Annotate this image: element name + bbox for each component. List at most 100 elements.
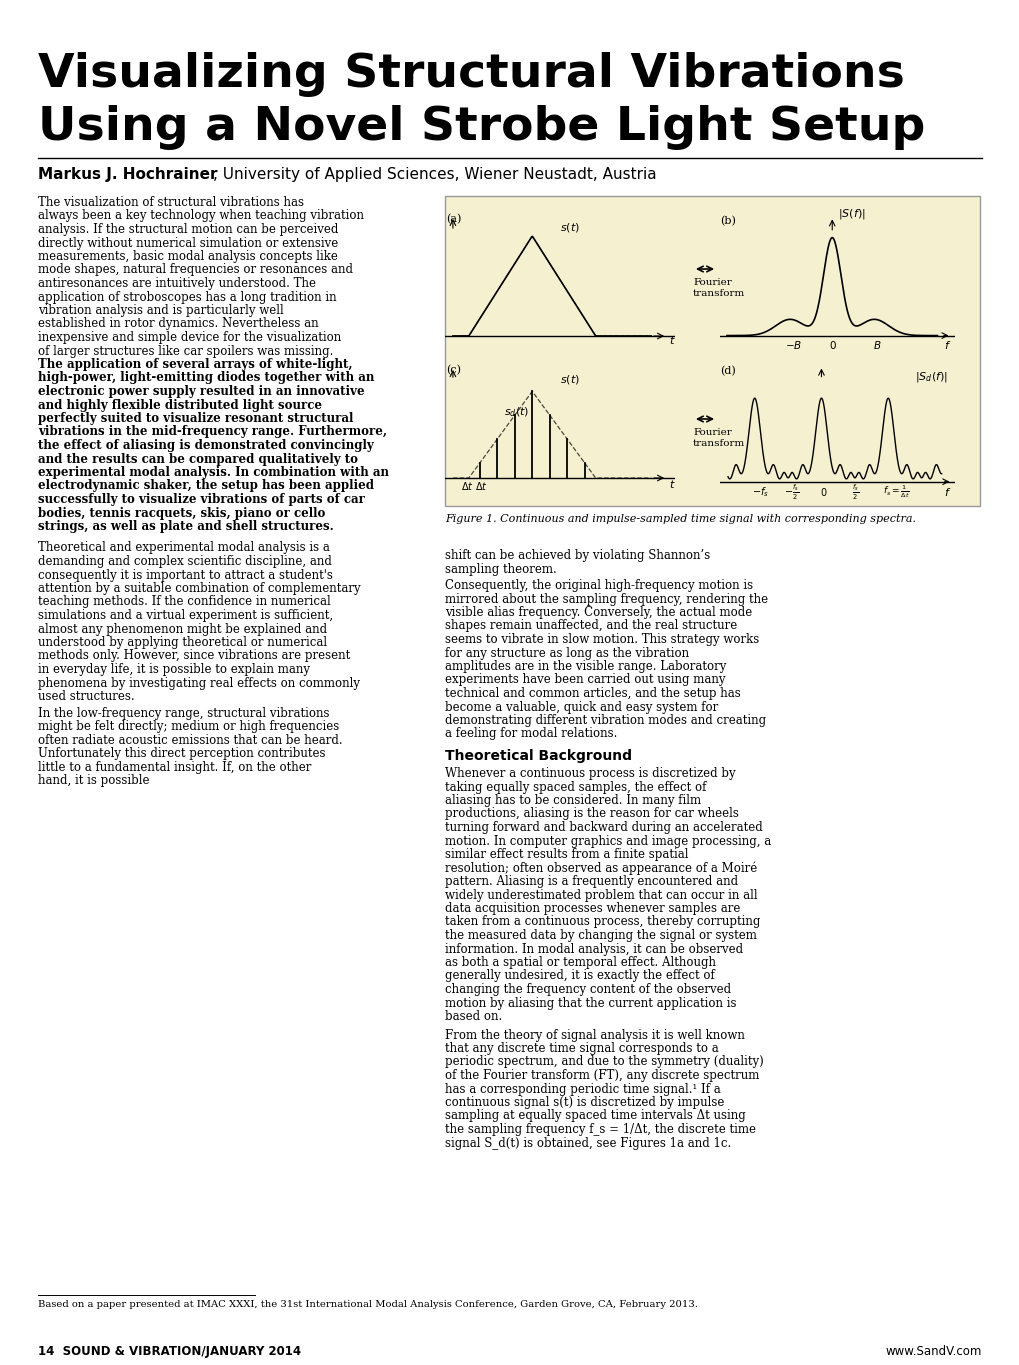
Text: for any structure as long as the vibration: for any structure as long as the vibrati… bbox=[444, 647, 689, 659]
Text: $\frac{f_s}{2}$: $\frac{f_s}{2}$ bbox=[851, 482, 858, 501]
Text: always been a key technology when teaching vibration: always been a key technology when teachi… bbox=[38, 209, 364, 222]
Text: shapes remain unaffected, and the real structure: shapes remain unaffected, and the real s… bbox=[444, 620, 737, 632]
Text: aliasing has to be considered. In many film: aliasing has to be considered. In many f… bbox=[444, 794, 700, 807]
Text: (d): (d) bbox=[719, 366, 735, 375]
Text: a feeling for modal relations.: a feeling for modal relations. bbox=[444, 728, 616, 740]
Text: (b): (b) bbox=[719, 217, 735, 227]
Text: high-power, light-emitting diodes together with an: high-power, light-emitting diodes togeth… bbox=[38, 371, 374, 385]
Text: resolution; often observed as appearance of a Moiré: resolution; often observed as appearance… bbox=[444, 861, 756, 875]
Text: (a): (a) bbox=[446, 214, 462, 224]
Text: experiments have been carried out using many: experiments have been carried out using … bbox=[444, 673, 725, 687]
Text: and highly flexible distributed light source: and highly flexible distributed light so… bbox=[38, 399, 322, 411]
Text: $\Delta t$: $\Delta t$ bbox=[461, 480, 473, 493]
Text: as both a spatial or temporal effect. Although: as both a spatial or temporal effect. Al… bbox=[444, 955, 715, 969]
Text: successfully to visualize vibrations of parts of car: successfully to visualize vibrations of … bbox=[38, 493, 365, 506]
Text: widely underestimated problem that can occur in all: widely underestimated problem that can o… bbox=[444, 889, 757, 901]
Text: transform: transform bbox=[692, 440, 745, 448]
Text: transform: transform bbox=[692, 289, 745, 298]
Text: Consequently, the original high-frequency motion is: Consequently, the original high-frequenc… bbox=[444, 579, 752, 592]
Text: used structures.: used structures. bbox=[38, 689, 135, 703]
Text: the sampling frequency f_s = 1/Δt, the discrete time: the sampling frequency f_s = 1/Δt, the d… bbox=[444, 1123, 755, 1136]
Text: $|S_d(f)|$: $|S_d(f)|$ bbox=[914, 370, 947, 384]
Text: $f$: $f$ bbox=[944, 339, 951, 351]
Text: in everyday life, it is possible to explain many: in everyday life, it is possible to expl… bbox=[38, 663, 310, 676]
Text: productions, aliasing is the reason for car wheels: productions, aliasing is the reason for … bbox=[444, 808, 738, 820]
Text: experimental modal analysis. In combination with an: experimental modal analysis. In combinat… bbox=[38, 465, 388, 479]
Text: antiresonances are intuitively understood. The: antiresonances are intuitively understoo… bbox=[38, 277, 316, 289]
Text: inexpensive and simple device for the visualization: inexpensive and simple device for the vi… bbox=[38, 330, 341, 344]
Text: 14  SOUND & VIBRATION/JANUARY 2014: 14 SOUND & VIBRATION/JANUARY 2014 bbox=[38, 1345, 301, 1358]
Text: might be felt directly; medium or high frequencies: might be felt directly; medium or high f… bbox=[38, 719, 339, 733]
Text: established in rotor dynamics. Nevertheless an: established in rotor dynamics. Neverthel… bbox=[38, 318, 318, 330]
Text: $-\frac{f_s}{2}$: $-\frac{f_s}{2}$ bbox=[784, 482, 799, 501]
Text: taken from a continuous process, thereby corrupting: taken from a continuous process, thereby… bbox=[444, 916, 759, 928]
Text: technical and common articles, and the setup has: technical and common articles, and the s… bbox=[444, 687, 740, 700]
Text: pattern. Aliasing is a frequently encountered and: pattern. Aliasing is a frequently encoun… bbox=[444, 875, 738, 889]
Text: consequently it is important to attract a student's: consequently it is important to attract … bbox=[38, 568, 332, 581]
Text: $-f_s$: $-f_s$ bbox=[751, 486, 768, 500]
Text: data acquisition processes whenever samples are: data acquisition processes whenever samp… bbox=[444, 902, 740, 915]
Text: shift can be achieved by violating Shannon’s: shift can be achieved by violating Shann… bbox=[444, 549, 709, 562]
Text: has a corresponding periodic time signal.¹ If a: has a corresponding periodic time signal… bbox=[444, 1082, 720, 1096]
Text: attention by a suitable combination of complementary: attention by a suitable combination of c… bbox=[38, 581, 361, 595]
Text: Markus J. Hochrainer: Markus J. Hochrainer bbox=[38, 167, 217, 182]
Text: $f$: $f$ bbox=[944, 486, 951, 498]
Text: (c): (c) bbox=[446, 366, 462, 375]
Text: electronic power supply resulted in an innovative: electronic power supply resulted in an i… bbox=[38, 385, 364, 399]
Text: $|S(f)|$: $|S(f)|$ bbox=[837, 207, 864, 221]
Text: $s(t)$: $s(t)$ bbox=[559, 221, 580, 235]
Text: strings, as well as plate and shell structures.: strings, as well as plate and shell stru… bbox=[38, 520, 333, 532]
Text: amplitudes are in the visible range. Laboratory: amplitudes are in the visible range. Lab… bbox=[444, 661, 726, 673]
Text: demonstrating different vibration modes and creating: demonstrating different vibration modes … bbox=[444, 714, 765, 728]
Text: From the theory of signal analysis it is well known: From the theory of signal analysis it is… bbox=[444, 1028, 744, 1041]
Text: information. In modal analysis, it can be observed: information. In modal analysis, it can b… bbox=[444, 942, 743, 955]
Text: motion. In computer graphics and image processing, a: motion. In computer graphics and image p… bbox=[444, 834, 770, 848]
Text: periodic spectrum, and due to the symmetry (duality): periodic spectrum, and due to the symmet… bbox=[444, 1055, 763, 1069]
Text: Fourier: Fourier bbox=[692, 278, 731, 287]
Text: visible alias frequency. Conversely, the actual mode: visible alias frequency. Conversely, the… bbox=[444, 606, 752, 618]
Text: The application of several arrays of white-light,: The application of several arrays of whi… bbox=[38, 358, 353, 371]
Text: the effect of aliasing is demonstrated convincingly: the effect of aliasing is demonstrated c… bbox=[38, 440, 373, 452]
Text: signal S_d(t) is obtained, see Figures 1a and 1c.: signal S_d(t) is obtained, see Figures 1… bbox=[444, 1137, 731, 1149]
Text: $t$: $t$ bbox=[668, 478, 675, 490]
Text: changing the frequency content of the observed: changing the frequency content of the ob… bbox=[444, 983, 731, 996]
Text: phenomena by investigating real effects on commonly: phenomena by investigating real effects … bbox=[38, 677, 360, 689]
Text: $0$: $0$ bbox=[819, 486, 826, 498]
Text: vibration analysis and is particularly well: vibration analysis and is particularly w… bbox=[38, 304, 283, 317]
Text: often radiate acoustic emissions that can be heard.: often radiate acoustic emissions that ca… bbox=[38, 733, 342, 747]
Text: $B$: $B$ bbox=[871, 339, 880, 351]
Text: sampling at equally spaced time intervals Δt using: sampling at equally spaced time interval… bbox=[444, 1110, 745, 1122]
Text: Fourier: Fourier bbox=[692, 429, 731, 437]
Text: generally undesired, it is exactly the effect of: generally undesired, it is exactly the e… bbox=[444, 969, 714, 983]
Text: of larger structures like car spoilers was missing.: of larger structures like car spoilers w… bbox=[38, 344, 333, 358]
Text: $f_s{=}\frac{1}{\Delta t}$: $f_s{=}\frac{1}{\Delta t}$ bbox=[882, 483, 909, 500]
Text: measurements, basic modal analysis concepts like: measurements, basic modal analysis conce… bbox=[38, 250, 337, 263]
Text: vibrations in the mid-frequency range. Furthermore,: vibrations in the mid-frequency range. F… bbox=[38, 426, 386, 438]
Text: become a valuable, quick and easy system for: become a valuable, quick and easy system… bbox=[444, 700, 717, 714]
Text: demanding and complex scientific discipline, and: demanding and complex scientific discipl… bbox=[38, 556, 331, 568]
Text: continuous signal s(t) is discretized by impulse: continuous signal s(t) is discretized by… bbox=[444, 1096, 723, 1108]
Text: sampling theorem.: sampling theorem. bbox=[444, 562, 556, 576]
Text: www.SandV.com: www.SandV.com bbox=[884, 1345, 981, 1358]
Text: Theoretical and experimental modal analysis is a: Theoretical and experimental modal analy… bbox=[38, 542, 329, 554]
Text: , University of Applied Sciences, Wiener Neustadt, Austria: , University of Applied Sciences, Wiener… bbox=[213, 167, 656, 182]
Text: teaching methods. If the confidence in numerical: teaching methods. If the confidence in n… bbox=[38, 595, 330, 609]
Text: simulations and a virtual experiment is sufficient,: simulations and a virtual experiment is … bbox=[38, 609, 333, 622]
Text: Using a Novel Strobe Light Setup: Using a Novel Strobe Light Setup bbox=[38, 105, 924, 150]
Text: little to a fundamental insight. If, on the other: little to a fundamental insight. If, on … bbox=[38, 760, 311, 774]
Text: In the low-frequency range, structural vibrations: In the low-frequency range, structural v… bbox=[38, 707, 329, 719]
Text: directly without numerical simulation or extensive: directly without numerical simulation or… bbox=[38, 236, 338, 250]
Text: $s_d(t)$: $s_d(t)$ bbox=[504, 405, 529, 419]
Text: Based on a paper presented at IMAC XXXI, the 31st International Modal Analysis C: Based on a paper presented at IMAC XXXI,… bbox=[38, 1299, 697, 1309]
Text: seems to vibrate in slow motion. This strategy works: seems to vibrate in slow motion. This st… bbox=[444, 633, 758, 646]
Text: mode shapes, natural frequencies or resonances and: mode shapes, natural frequencies or reso… bbox=[38, 263, 353, 277]
Text: The visualization of structural vibrations has: The visualization of structural vibratio… bbox=[38, 197, 304, 209]
Text: $t$: $t$ bbox=[668, 334, 675, 345]
Text: analysis. If the structural motion can be perceived: analysis. If the structural motion can b… bbox=[38, 222, 338, 236]
Text: similar effect results from a finite spatial: similar effect results from a finite spa… bbox=[444, 848, 688, 861]
Text: application of stroboscopes has a long tradition in: application of stroboscopes has a long t… bbox=[38, 291, 336, 303]
Text: that any discrete time signal corresponds to a: that any discrete time signal correspond… bbox=[444, 1041, 718, 1055]
Text: bodies, tennis racquets, skis, piano or cello: bodies, tennis racquets, skis, piano or … bbox=[38, 506, 325, 520]
Text: $\Delta t$: $\Delta t$ bbox=[475, 480, 487, 493]
Bar bbox=[444, 197, 979, 506]
